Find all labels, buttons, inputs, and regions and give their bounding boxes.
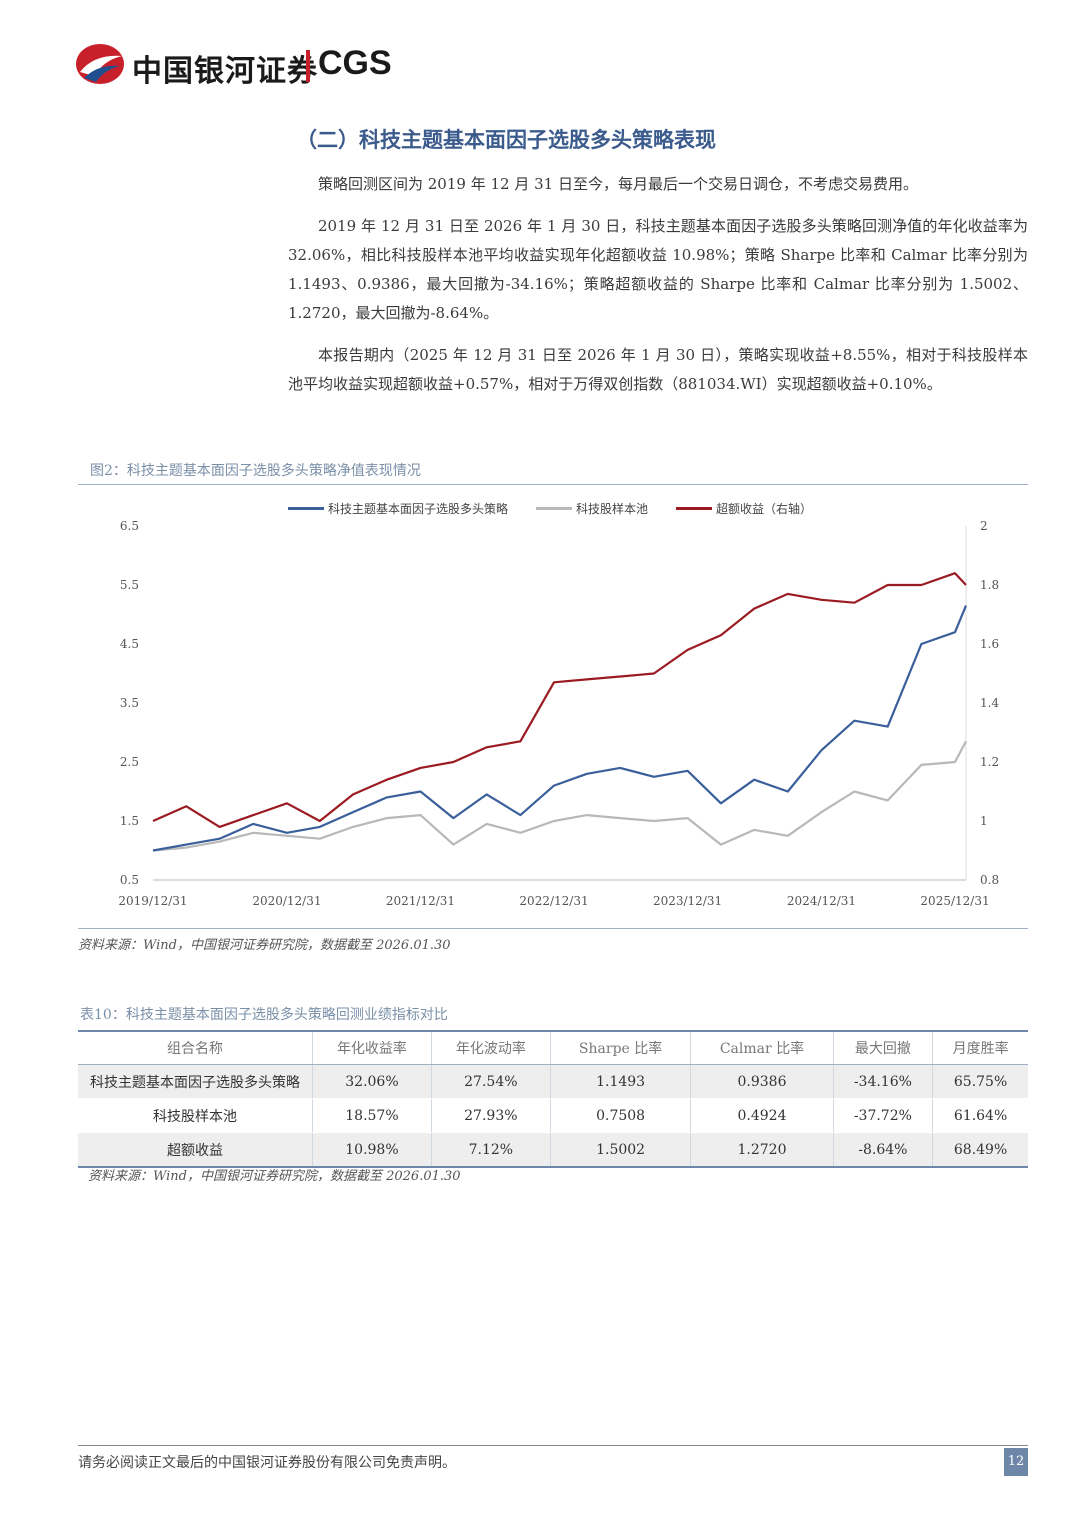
table-row: 科技主题基本面因子选股多头策略 32.06% 27.54% 1.1493 0.9… [78,1064,1028,1099]
table-cell: 18.57% [312,1098,432,1133]
table-header-cell: 组合名称 [78,1030,313,1065]
table-cell: 0.4924 [690,1098,834,1133]
x-tick-label: 2022/12/31 [519,894,588,908]
y-left-tick-label: 4.5 [120,637,139,651]
section-title: （二）科技主题基本面因子选股多头策略表现 [296,127,716,152]
series-line-strategy [152,605,968,852]
table-cell: 超额收益 [78,1132,313,1168]
table-cell: 65.75% [932,1064,1028,1099]
y-right-tick-label: 1.8 [980,578,999,592]
x-tick-label: 2021/12/31 [386,894,455,908]
legend-item-pool: 科技股样本池 [536,500,648,517]
table-cell: 0.7508 [550,1098,692,1133]
table-row: 超额收益 10.98% 7.12% 1.5002 1.2720 -8.64% 6… [78,1132,1028,1168]
y-left-tick-label: 0.5 [120,873,139,887]
paragraph-2: 2019 年 12 月 31 日至 2026 年 1 月 30 日，科技主题基本… [288,217,1028,322]
y-right-tick-label: 1.6 [980,637,999,651]
table-cell: 1.5002 [550,1132,692,1168]
table-cell: 科技股样本池 [78,1098,313,1133]
y-left-tick-label: 1.5 [120,814,139,828]
x-tick-label: 2023/12/31 [653,894,722,908]
performance-table: 组合名称 年化收益率 年化波动率 Sharpe 比率 Calmar 比率 最大回… [78,1030,1028,1168]
logo-divider [306,50,310,82]
y-right-tick-label: 1.4 [980,696,999,710]
legend-item-excess: 超额收益（右轴） [676,500,812,517]
legend-item-strategy: 科技主题基本面因子选股多头策略 [288,500,508,517]
table-cell: 10.98% [312,1132,432,1168]
figure-source: 资料来源：Wind，中国银河证券研究院，数据截至 2026.01.30 [78,938,451,953]
figure-bottom-rule [78,928,1028,929]
series-line-pool [152,740,967,852]
logo-name-cn: 中国银河证券 [132,54,318,89]
figure-title: 图2：科技主题基本面因子选股多头策略净值表现情况 [90,463,421,479]
figure-top-rule [78,484,1028,485]
paragraph-1: 策略回测区间为 2019 年 12 月 31 日至今，每月最后一个交易日调仓，不… [318,175,918,193]
y-right-tick-label: 1.2 [980,755,999,769]
table-cell: -34.16% [833,1064,934,1099]
table-source: 资料来源：Wind，中国银河证券研究院，数据截至 2026.01.30 [88,1169,461,1184]
table-cell: 1.2720 [690,1132,834,1168]
table-header-cell: 年化波动率 [431,1030,551,1065]
chart-legend: 科技主题基本面因子选股多头策略 科技股样本池 超额收益（右轴） [288,500,812,517]
x-tick-label: 2019/12/31 [118,894,187,908]
x-tick-label: 2024/12/31 [787,894,856,908]
table-header-row: 组合名称 年化收益率 年化波动率 Sharpe 比率 Calmar 比率 最大回… [78,1030,1028,1065]
footer-rule [78,1445,1028,1446]
y-left-tick-label: 2.5 [120,755,139,769]
table-cell: 7.12% [431,1132,551,1168]
y-left-tick-label: 3.5 [120,696,139,710]
footer-disclaimer: 请务必阅读正文最后的中国银河证券股份有限公司免责声明。 [78,1455,456,1471]
table-cell: -37.72% [833,1098,934,1133]
table-header-cell: Calmar 比率 [690,1030,834,1065]
table-cell: 科技主题基本面因子选股多头策略 [78,1064,313,1099]
table-cell: 61.64% [932,1098,1028,1133]
table-cell: 1.1493 [550,1064,692,1099]
table-header-cell: Sharpe 比率 [550,1030,692,1065]
table-header-cell: 最大回撤 [833,1030,934,1065]
table-cell: -8.64% [833,1132,934,1168]
table-cell: 32.06% [312,1064,432,1099]
table-cell: 68.49% [932,1132,1028,1168]
series-line-excess [152,572,967,828]
x-tick-label: 2025/12/31 [920,894,989,908]
y-right-tick-label: 2 [980,519,988,533]
table-cell: 0.9386 [690,1064,834,1099]
y-left-tick-label: 5.5 [120,578,139,592]
table-header-cell: 月度胜率 [932,1030,1028,1065]
y-right-tick-label: 1 [980,814,988,828]
logo-name-en: CGS [318,44,392,82]
y-left-tick-label: 6.5 [120,519,139,533]
x-tick-label: 2020/12/31 [252,894,321,908]
company-logo-icon [76,44,124,84]
table-cell: 27.93% [431,1098,551,1133]
table-cell: 27.54% [431,1064,551,1099]
nav-line-chart: 0.5 1.5 2.5 3.5 4.5 5.5 6.5 0.8 1 1.2 1.4 1.6 1.8 2 20… [118,519,999,908]
y-right-tick-label: 0.8 [980,873,999,887]
page-number: 12 [1004,1448,1028,1476]
table-title: 表10：科技主题基本面因子选股多头策略回测业绩指标对比 [80,1007,448,1023]
paragraph-3: 本报告期内（2025 年 12 月 31 日至 2026 年 1 月 30 日）… [288,346,1028,393]
table-header-cell: 年化收益率 [312,1030,432,1065]
table-row: 科技股样本池 18.57% 27.93% 0.7508 0.4924 -37.7… [78,1098,1028,1133]
